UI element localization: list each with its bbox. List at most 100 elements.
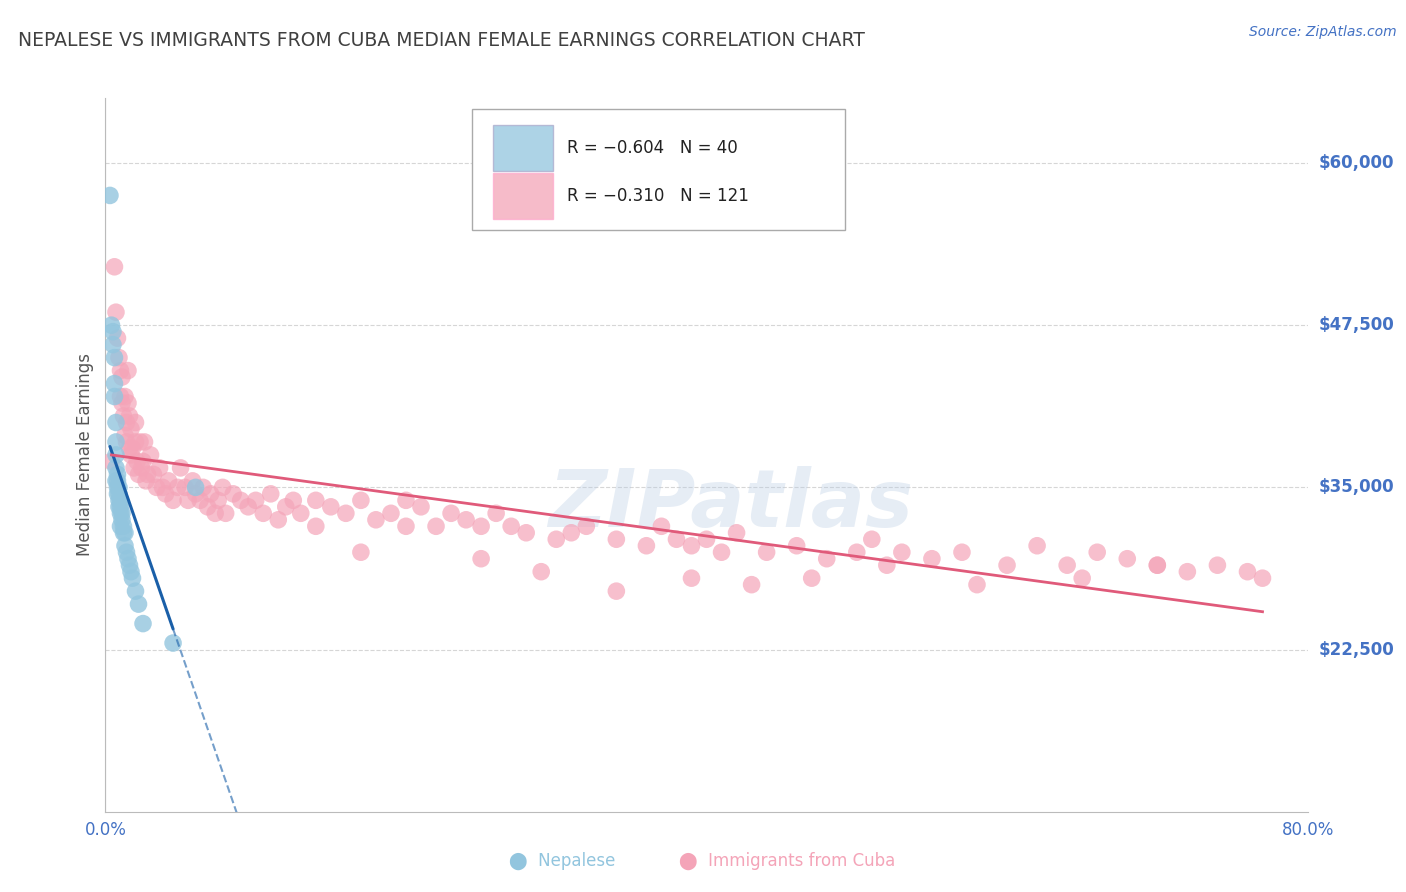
Point <box>305 493 328 508</box>
Point <box>136 467 159 482</box>
Point <box>122 461 145 475</box>
Point <box>157 474 180 488</box>
Point <box>204 506 226 520</box>
Point <box>115 434 138 449</box>
Text: $47,500: $47,500 <box>1319 316 1395 334</box>
Point <box>114 539 136 553</box>
Point <box>1085 545 1108 559</box>
Point <box>252 506 274 520</box>
Point <box>800 571 823 585</box>
Point <box>546 533 568 547</box>
Text: ⬤  Nepalese: ⬤ Nepalese <box>509 852 616 870</box>
Text: R = −0.310   N = 121: R = −0.310 N = 121 <box>567 187 749 205</box>
Point <box>107 467 129 482</box>
Point <box>110 519 132 533</box>
Point <box>128 597 150 611</box>
Text: Source: ZipAtlas.com: Source: ZipAtlas.com <box>1249 25 1396 39</box>
Point <box>107 474 129 488</box>
Point <box>605 533 627 547</box>
Point <box>1146 558 1168 573</box>
Point <box>111 506 134 520</box>
Point <box>112 409 135 423</box>
Point <box>120 565 142 579</box>
Point <box>107 331 129 345</box>
Point <box>200 487 222 501</box>
Point <box>117 551 139 566</box>
Point <box>120 448 142 462</box>
Point <box>1175 565 1198 579</box>
Point <box>162 493 184 508</box>
Point <box>710 545 733 559</box>
Point <box>214 506 236 520</box>
Point <box>169 461 191 475</box>
Point <box>101 325 124 339</box>
Point <box>921 551 943 566</box>
Point <box>283 493 305 508</box>
Point <box>530 565 553 579</box>
Point <box>125 454 148 468</box>
Point <box>755 545 778 559</box>
Point <box>319 500 342 514</box>
Point <box>1146 558 1168 573</box>
Point <box>440 506 463 520</box>
Point <box>104 448 127 462</box>
Point <box>139 448 162 462</box>
Point <box>950 545 973 559</box>
Point <box>409 500 432 514</box>
Point <box>108 487 131 501</box>
Point <box>120 422 142 436</box>
Point <box>124 416 146 430</box>
Point <box>108 493 131 508</box>
Point <box>191 480 214 494</box>
Point <box>100 454 122 468</box>
Point <box>112 525 135 540</box>
Point <box>350 493 373 508</box>
Point <box>132 454 155 468</box>
Text: NEPALESE VS IMMIGRANTS FROM CUBA MEDIAN FEMALE EARNINGS CORRELATION CHART: NEPALESE VS IMMIGRANTS FROM CUBA MEDIAN … <box>18 31 865 50</box>
Point <box>650 519 672 533</box>
Point <box>665 533 688 547</box>
Point <box>107 487 129 501</box>
Text: $35,000: $35,000 <box>1319 478 1395 496</box>
Text: $22,500: $22,500 <box>1319 640 1395 658</box>
Point <box>162 636 184 650</box>
Point <box>104 474 127 488</box>
Point <box>108 351 131 365</box>
Point <box>364 513 387 527</box>
Point <box>395 519 418 533</box>
Point <box>425 519 447 533</box>
Point <box>124 584 146 599</box>
Point <box>229 493 252 508</box>
Point <box>605 584 627 599</box>
Point <box>1206 558 1229 573</box>
Point <box>1236 565 1258 579</box>
Point <box>184 487 207 501</box>
Bar <box>492 125 553 171</box>
Point <box>890 545 912 559</box>
Point <box>845 545 868 559</box>
Point <box>876 558 898 573</box>
Point <box>1056 558 1078 573</box>
Point <box>111 513 134 527</box>
Point <box>110 363 132 377</box>
Point <box>741 577 763 591</box>
Bar <box>492 173 553 219</box>
Point <box>350 545 373 559</box>
Point <box>118 558 141 573</box>
Y-axis label: Median Female Earnings: Median Female Earnings <box>76 353 94 557</box>
Point <box>681 539 703 553</box>
Point <box>110 390 132 404</box>
Point <box>515 525 537 540</box>
Point <box>245 493 267 508</box>
Point <box>222 487 245 501</box>
Point <box>148 461 170 475</box>
Point <box>267 513 290 527</box>
Point <box>177 493 200 508</box>
Point <box>103 390 125 404</box>
Point <box>121 442 143 456</box>
Point <box>128 467 150 482</box>
Point <box>335 506 357 520</box>
Point <box>636 539 658 553</box>
Point <box>155 487 177 501</box>
Text: R = −0.604   N = 40: R = −0.604 N = 40 <box>567 139 738 157</box>
